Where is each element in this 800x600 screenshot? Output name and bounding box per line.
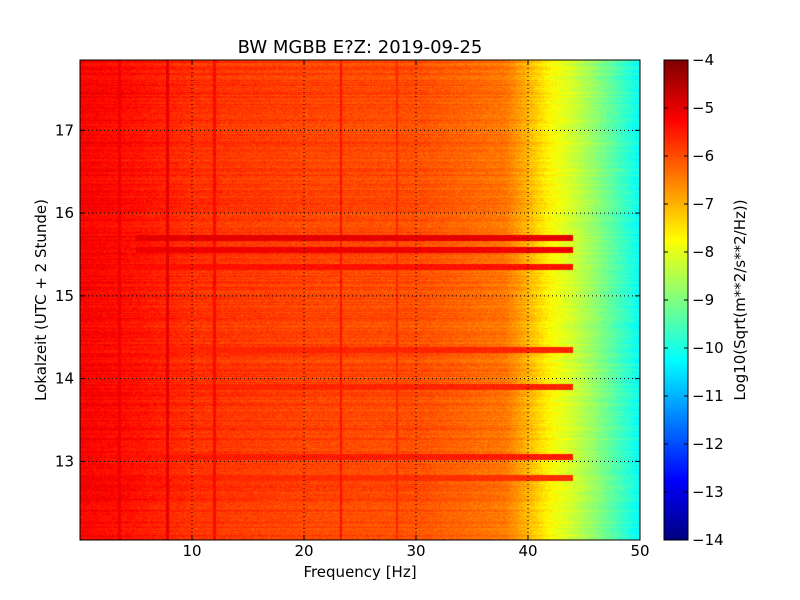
grid-lines bbox=[80, 60, 640, 540]
x-tick-label: 40 bbox=[518, 542, 537, 560]
colorbar-tick-label: −10 bbox=[692, 339, 724, 357]
x-tick-label: 30 bbox=[406, 542, 425, 560]
colorbar-tick-label: −12 bbox=[692, 435, 724, 453]
chart-title: BW MGBB E?Z: 2019-09-25 bbox=[238, 37, 483, 58]
y-tick-label: 17 bbox=[55, 121, 74, 139]
x-tick-label: 20 bbox=[294, 542, 313, 560]
colorbar-ticks: −4 −5 −6 −7 −8 −9 −10 −11 −12 −13 −14 bbox=[664, 51, 724, 549]
colorbar-label: Log10(Sqrt(m**2/s**2/Hz)) bbox=[731, 199, 749, 400]
colorbar: −4 −5 −6 −7 −8 −9 −10 −11 −12 −13 −14 Log10(Sqrt(m… bbox=[663, 51, 749, 549]
y-tick-label: 14 bbox=[55, 370, 74, 388]
colorbar-tick-label: −11 bbox=[692, 387, 724, 405]
colorbar-tick-label: −8 bbox=[692, 243, 714, 261]
y-tick-label: 13 bbox=[55, 452, 74, 470]
y-axis-label: Lokalzeit (UTC + 2 Stunde) bbox=[32, 199, 50, 401]
y-tick-label: 16 bbox=[55, 204, 74, 222]
y-axis: 13 14 15 16 17 bbox=[55, 121, 640, 470]
x-tick-label: 50 bbox=[630, 542, 649, 560]
y-tick-label: 15 bbox=[55, 287, 74, 305]
colorbar-tick-label: −5 bbox=[692, 99, 714, 117]
colorbar-tick-label: −4 bbox=[692, 51, 714, 69]
x-axis: 10 20 30 40 50 bbox=[182, 60, 650, 560]
colorbar-tick-label: −13 bbox=[692, 483, 724, 501]
colorbar-tick-label: −14 bbox=[692, 531, 724, 549]
colorbar-tick-label: −9 bbox=[692, 291, 714, 309]
plot-frame bbox=[79, 59, 641, 541]
x-tick-label: 10 bbox=[182, 542, 201, 560]
x-axis-label: Frequency [Hz] bbox=[303, 563, 416, 581]
spectrogram-image bbox=[80, 60, 640, 540]
colorbar-tick-label: −6 bbox=[692, 147, 714, 165]
spectrogram-plot: 10 20 30 40 50 13 14 15 16 17 bbox=[55, 59, 650, 560]
colorbar-tick-label: −7 bbox=[692, 195, 714, 213]
